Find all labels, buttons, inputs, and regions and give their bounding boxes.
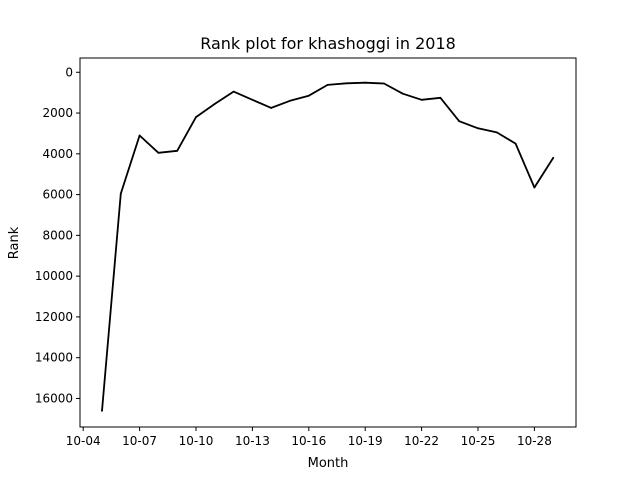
data-point-10-20 xyxy=(383,82,385,85)
data-point-10-27 xyxy=(514,142,517,145)
data-point-10-26 xyxy=(495,131,498,134)
plot-layer: 0 2000 4000 6000 8000 10000 12000 14000 16000 10-… xyxy=(35,65,555,448)
x-tick-label-6: 10-22 xyxy=(404,434,439,448)
data-point-10-10 xyxy=(195,116,197,119)
data-point-10-28 xyxy=(533,186,536,189)
data-point-10-14 xyxy=(270,107,273,109)
y-tick-label-5: 10000 xyxy=(35,269,73,283)
data-point-10-17 xyxy=(326,84,329,86)
x-tick-label-3: 10-13 xyxy=(235,434,270,448)
y-tick-label-8: 16000 xyxy=(35,391,73,405)
y-tick-label-0: 0 xyxy=(65,65,73,79)
plot-frame xyxy=(79,57,577,428)
data-point-10-11 xyxy=(213,102,216,105)
data-point-10-06 xyxy=(119,192,122,195)
y-tick-label-7: 14000 xyxy=(35,351,73,365)
y-tick-label-3: 6000 xyxy=(42,188,73,202)
x-tick-label-0: 10-04 xyxy=(66,434,101,448)
data-point-10-13 xyxy=(251,98,254,101)
x-tick-label-5: 10-19 xyxy=(348,434,383,448)
data-point-10-21 xyxy=(401,92,404,95)
y-axis-label: Rank xyxy=(7,226,22,259)
data-point-10-18 xyxy=(345,82,348,85)
x-tick-label-8: 10-28 xyxy=(517,434,552,448)
data-point-10-09 xyxy=(176,149,179,152)
data-point-10-07 xyxy=(138,134,141,137)
x-axis-label: Month xyxy=(308,456,349,471)
data-point-10-19 xyxy=(364,81,367,84)
data-point-10-22 xyxy=(420,98,423,101)
data-point-10-08 xyxy=(157,151,160,154)
x-tick-label-4: 10-16 xyxy=(291,434,326,448)
data-point-10-29 xyxy=(552,156,555,159)
y-tick-label-4: 8000 xyxy=(42,228,73,242)
y-tick-label-2: 4000 xyxy=(42,147,73,161)
chart-title: Rank plot for khashoggi in 2018 xyxy=(200,34,456,53)
x-tick-label-7: 10-25 xyxy=(461,434,496,448)
y-tick-label-1: 2000 xyxy=(42,106,73,120)
x-tick-label-2: 10-10 xyxy=(179,434,214,448)
data-point-10-15 xyxy=(289,99,291,102)
data-point-10-23 xyxy=(439,96,442,99)
y-tick-label-6: 12000 xyxy=(35,310,73,324)
data-point-10-16 xyxy=(307,94,310,97)
data-point-10-25 xyxy=(477,127,479,130)
data-point-10-12 xyxy=(232,90,235,93)
data-point-10-24 xyxy=(458,120,461,123)
x-tick-label-1: 10-07 xyxy=(122,434,157,448)
data-point-10-05 xyxy=(101,409,103,412)
